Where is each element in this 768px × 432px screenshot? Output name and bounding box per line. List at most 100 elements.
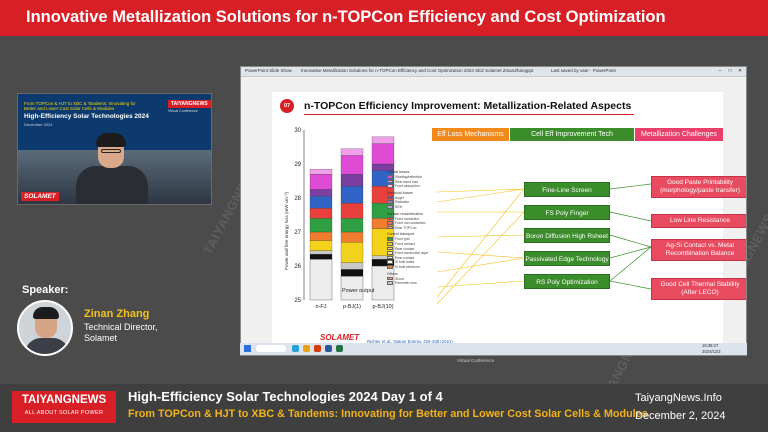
slide-number: 07 [280, 99, 294, 113]
loss-segment [340, 242, 364, 263]
legend-label: Front conductive layer [395, 251, 429, 256]
legend-swatch [387, 251, 393, 255]
y-tick-label: 25 [294, 298, 301, 304]
start-icon[interactable] [244, 345, 251, 352]
titlebar-document: Innovative Metallization Solutions for n… [301, 68, 534, 73]
loss-segment [340, 185, 364, 204]
taskbar: 18:39:27 2024/12/2 [240, 343, 747, 355]
legend-item: Rear contact [387, 246, 414, 252]
legend-swatch [387, 179, 393, 184]
legend-item: Rear contact [387, 255, 415, 261]
legend-swatch [387, 276, 393, 281]
y-tick-label: 29 [294, 162, 301, 168]
website: TaiyangNews.Info [635, 392, 722, 404]
legend-label: Radiative [395, 200, 410, 205]
legend-item: Auger [387, 195, 405, 201]
y-tick-label: 28 [294, 196, 301, 202]
legend-group-title: Surface recombination [387, 211, 423, 216]
legend-group-title: Current transport [387, 232, 415, 237]
legend-item: Shading/reflection [387, 175, 422, 180]
event-subtitle: From TOPCon & HJT to XBC & Tandems: Inno… [128, 408, 648, 420]
loss-segment [340, 202, 364, 219]
y-tick-label: 27 [294, 230, 301, 236]
col-head-eff-loss: Eff Loss Mechanisms [432, 128, 509, 141]
legend-label: Auger [395, 195, 405, 200]
taskbar-app-icon[interactable] [325, 345, 332, 352]
tech-passivated-edge: Passivated Edge Technology [524, 251, 610, 266]
webcam-panel: From TOPCon & HJT to XBC & Tandems: Inno… [17, 93, 212, 205]
loss-segment [309, 250, 333, 255]
x-category-label: p-BJ(10) [372, 304, 393, 310]
tech-fine-line-screen: Fine-Line Screen [524, 182, 610, 197]
speaker-avatar [17, 300, 73, 356]
slide-title: n-TOPCon Efficiency Improvement: Metalli… [304, 100, 632, 112]
loss-segment [340, 231, 364, 243]
slide-reference: Richter et al., Nature Energy, 429-438 (… [367, 339, 453, 344]
loss-segment [309, 196, 333, 209]
legend-swatch [387, 260, 393, 264]
legend-label: Perimeter loss [395, 281, 417, 286]
loss-segment [309, 231, 333, 241]
taskbar-clock-date: 2024/12/2 [702, 349, 721, 354]
y-tick-label: 26 [294, 264, 301, 270]
legend-label: Front contact [395, 242, 415, 246]
title-banner: Innovative Metallization Solutions for n… [0, 0, 768, 36]
x-category-label: n-FJ [316, 304, 327, 310]
loss-segment [340, 269, 364, 277]
legend-group-title: Others [387, 271, 398, 276]
challenge-text: Ag-Si Contact vs. Metal Recombination Ba… [665, 242, 735, 257]
challenge-line-resistance: Low Line Resistance [651, 214, 746, 228]
slideshow-titlebar: PowerPoint Slide Show Innovative Metalli… [241, 67, 746, 77]
legend-label: Front contacted [395, 216, 419, 221]
speaker-company: Solamet [84, 333, 118, 343]
search-icon[interactable] [256, 345, 286, 352]
close-icon[interactable]: ✕ [737, 68, 743, 74]
taskbar-app-icon[interactable] [303, 345, 310, 352]
loss-segment [309, 174, 333, 190]
webcam-logo-sub: Virtual Conference [168, 109, 198, 113]
tech-rs-poly-optimization: RS Poly Optimization [524, 274, 610, 289]
slide-solamet-logo: SOLAMET [320, 333, 360, 342]
minimize-icon[interactable]: – [718, 68, 722, 74]
legend-swatch [387, 237, 393, 241]
challenge-paste-printability: Good Paste Printability (morphology/past… [651, 176, 746, 198]
loss-segment [309, 253, 333, 260]
taskbar-clock-time: 18:39:27 [702, 343, 719, 348]
taskbar-app-icon[interactable] [314, 345, 321, 352]
legend-group-title: Optical losses [387, 170, 410, 174]
logo-text: TAIYANGNEWS [21, 394, 107, 406]
taskbar-app-icon[interactable] [336, 345, 343, 352]
legend-swatch [387, 195, 393, 200]
legend-swatch [387, 205, 393, 209]
legend-swatch [387, 175, 393, 179]
speaker-role: Technical Director, [84, 322, 158, 332]
maximize-icon[interactable]: □ [728, 68, 732, 74]
legend-item: Rear TOPCon [387, 225, 416, 231]
legend-label: Rear contact [395, 255, 415, 260]
legend-swatch [387, 225, 393, 230]
legend-swatch [387, 246, 393, 251]
shared-screen: PowerPoint Slide Show Innovative Metalli… [240, 66, 747, 356]
taskbar-app-icon[interactable] [292, 345, 299, 352]
loss-segment [371, 143, 395, 165]
legend-label: Si bulk electrons [395, 265, 420, 269]
titlebar-app: PowerPoint Slide Show [245, 68, 292, 73]
legend-swatch [387, 265, 393, 269]
loss-segment [309, 189, 333, 197]
loss-legend: Optical losses Shading/reflection Rear-ban… [387, 170, 437, 330]
legend-label: Shading/reflection [395, 175, 423, 179]
legend-swatch [387, 281, 393, 285]
challenge-text: Good Cell Thermal Stability (After LECO) [660, 281, 740, 296]
legend-label: Front grid [395, 237, 410, 242]
loss-segment [309, 208, 333, 219]
event-date: December 2, 2024 [635, 410, 726, 422]
col-head-metallization-challenges: Metallization Challenges [635, 128, 723, 141]
col-head-improvement-tech: Cell Eff Improvement Tech [510, 128, 634, 141]
legend-label: SRH [395, 205, 403, 209]
legend-item: Shunt [387, 276, 404, 282]
loss-segment [340, 262, 364, 270]
presenter-body [76, 166, 148, 204]
legend-item: Front non-contacted [387, 221, 425, 226]
presenter-glasses [101, 149, 121, 153]
